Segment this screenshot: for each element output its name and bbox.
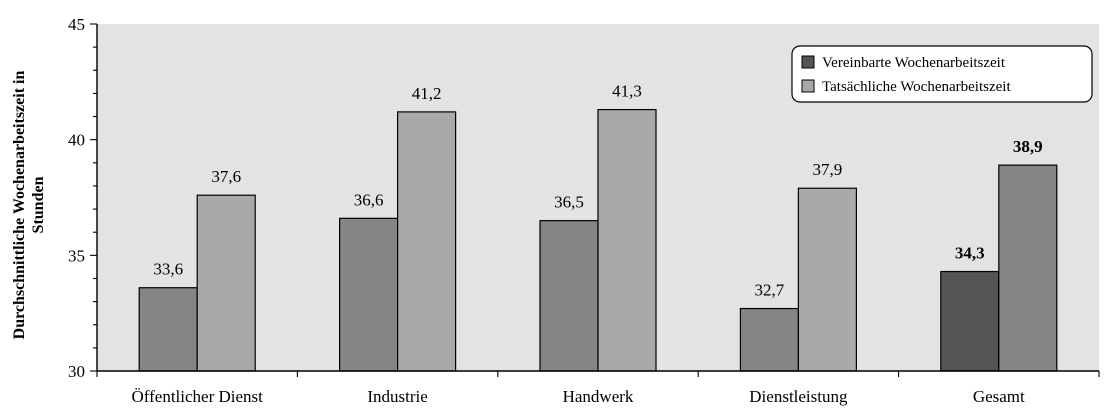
legend-box [791, 45, 1093, 103]
bar-vereinbart [339, 217, 399, 372]
bar-vereinbart [539, 220, 599, 372]
data-label: 37,6 [211, 167, 241, 186]
bar-tatsaechlich [397, 111, 457, 372]
legend-swatch-tatsaechlich [801, 79, 815, 93]
data-label: 36,5 [554, 193, 584, 212]
data-label: 37,9 [813, 160, 843, 179]
y-tick-label: 35 [68, 246, 85, 265]
bar-vereinbart [940, 270, 1000, 372]
category-label: Industrie [367, 387, 427, 406]
legend-label-vereinbart: Vereinbarte Wochenarbeitszeit [822, 55, 1006, 71]
y-tick-label: 40 [68, 131, 85, 150]
data-label: 38,9 [1013, 137, 1043, 156]
y-axis-label-line2: Stunden [30, 176, 47, 233]
y-tick-label: 45 [68, 15, 85, 34]
y-tick-label: 30 [68, 362, 85, 381]
category-label: Gesamt [973, 387, 1025, 406]
bar-tatsaechlich [797, 187, 858, 372]
bar-vereinbart [138, 287, 198, 372]
data-label: 34,3 [955, 244, 985, 263]
data-label: 41,2 [412, 84, 442, 103]
legend-label-tatsaechlich: Tatsächliche Wochenarbeitszeit [822, 79, 1011, 95]
category-label: Dienstleistung [749, 387, 848, 406]
bar-tatsaechlich [597, 108, 657, 372]
y-axis-label-line1: Durchschnittliche Wochenarbeitszeit in [11, 71, 28, 340]
data-label: 36,6 [354, 190, 384, 209]
category-label: Handwerk [563, 387, 634, 406]
data-label: 41,3 [612, 82, 642, 101]
category-label: Öffentlicher Dienst [131, 387, 263, 406]
data-label: 32,7 [755, 281, 785, 300]
bar-tatsaechlich [196, 194, 256, 372]
bar-vereinbart [739, 307, 800, 372]
data-label: 33,6 [153, 260, 183, 279]
legend-swatch-vereinbart [801, 55, 815, 69]
legend: Vereinbarte Wochenarbeitszeit Tatsächlic… [791, 45, 1093, 103]
bar-tatsaechlich [998, 164, 1058, 372]
